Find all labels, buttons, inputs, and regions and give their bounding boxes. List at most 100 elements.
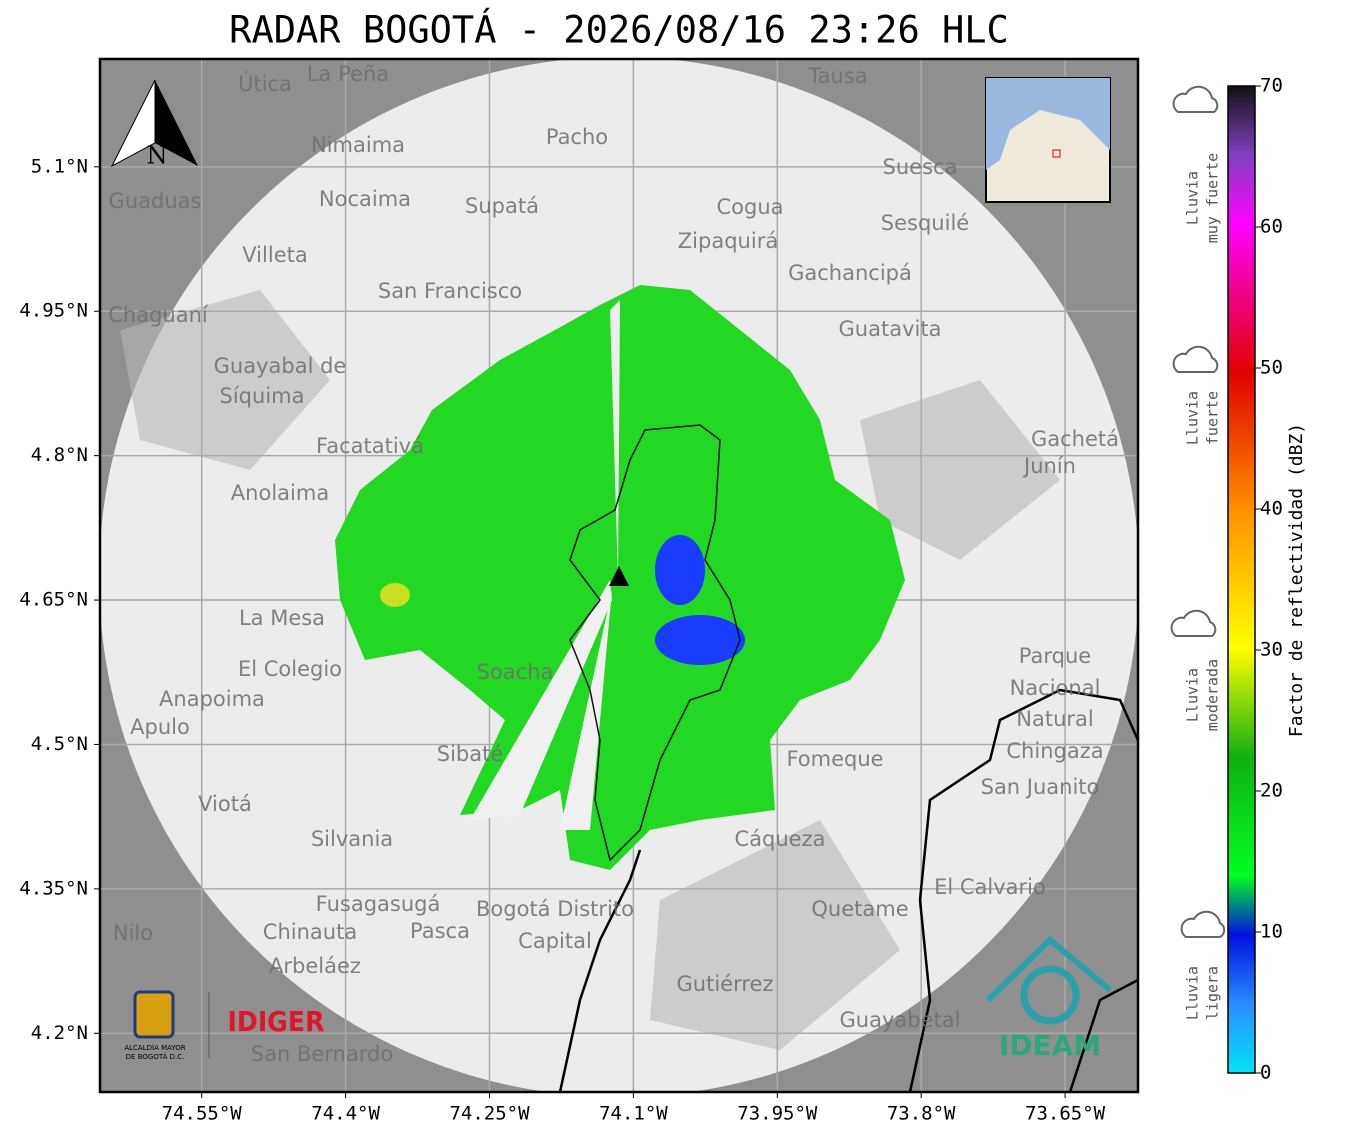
place-label: Anapoima [159,687,265,711]
colorbar-tick-label: 20 [1260,780,1283,802]
place-label: Apulo [130,715,190,739]
department-border [558,688,1138,1092]
y-tick-label: 4.5°N [31,733,88,755]
place-label: Fomeque [786,747,883,771]
bogota-boundary [569,424,741,862]
colorbar-tick-label: 40 [1260,498,1283,520]
place-label: Junín [1022,454,1076,478]
place-label: Suesca [883,155,958,179]
place-label: Quetame [811,897,908,921]
rain-level-label: ligera [1204,966,1222,1020]
y-tick-label: 4.95°N [19,300,88,322]
x-tick-label: 74.4°W [311,1103,380,1125]
bogota-logo [133,990,175,1039]
colorbar-label: Factor de reflectividad (dBZ) [1286,423,1307,737]
place-label: Supatá [465,194,539,218]
inset-box [1052,149,1061,158]
place-label: Pasca [410,919,470,943]
x-tick-label: 73.65°W [1025,1103,1106,1125]
x-tick-label: 73.8°W [887,1103,956,1125]
colorbar-tick-label: 10 [1260,921,1283,943]
echo-cell [655,535,705,605]
place-label: Nimaima [311,133,405,157]
place-label: Nocaima [319,187,411,211]
rain-level-label: Lluvia [1184,668,1202,722]
colorbar-tick-label: 50 [1260,357,1283,379]
echo-cell [380,583,410,607]
rain-icons [1170,85,1226,938]
y-tick-label: 4.8°N [31,444,88,466]
place-label: Anolaima [231,481,329,505]
logo-text: DE BOGOTÁ D.C. [126,1052,185,1061]
place-label: Silvania [311,827,393,851]
place-label: Guayabal de [214,354,347,378]
place-label: Fusagasugá [316,892,441,916]
place-label: Nilo [113,921,153,945]
rain-level-label: fuerte [1204,391,1222,445]
rain-level-label: moderada [1204,659,1222,731]
ideam-logo [985,935,1112,1003]
map-frame [98,57,1140,1094]
place-label: Pacho [546,125,608,149]
y-tick-label: 4.2°N [31,1022,88,1044]
logo-text: IDIGER [228,1005,325,1038]
colorbar [1227,85,1256,1074]
place-label: Parque [1019,644,1091,668]
place-label: Facatativá [316,434,424,458]
terrain [120,290,1060,1050]
place-label: El Colegio [238,657,342,681]
place-label: Útica [238,71,292,96]
place-label: San Francisco [378,279,522,303]
place-label: Gachetá [1031,427,1119,451]
title: RADAR BOGOTÁ - 2026/08/16 23:26 HLC [229,8,1009,52]
place-label: Bogotá Distrito [476,897,634,921]
logo-text: ALCALDÍA MAYOR [124,1043,185,1052]
place-label: Capital [518,929,592,953]
place-label: Villeta [242,243,307,267]
radar-shadow [470,580,612,830]
north-arrow [155,80,198,166]
rain-level-label: Lluvia [1184,391,1202,445]
place-label: Soacha [477,660,554,684]
ideam-logo [1020,965,1080,1025]
x-tick-label: 73.95°W [737,1103,818,1125]
rain-level-label: muy fuerte [1204,153,1222,243]
place-label: Chingaza [1006,739,1103,763]
y-tick-label: 4.35°N [19,877,88,899]
north-label: N [147,142,168,170]
place-label: Cogua [716,195,783,219]
place-label: La Peña [307,62,389,86]
place-label: Síquima [220,384,305,408]
place-label: San Juanito [981,775,1100,799]
place-label: Gutiérrez [677,972,774,996]
colorbar-tick-label: 60 [1260,216,1283,238]
place-label: Tausa [807,64,867,88]
map-area: La Peña Útica Tausa Pacho Nimaima Nocaima Supa… [100,59,1138,1092]
place-label: La Mesa [239,606,325,630]
radar-site [609,566,629,586]
x-tick-label: 74.55°W [162,1103,243,1125]
place-label: San Bernardo [251,1042,393,1066]
place-label: Sibaté [437,742,504,766]
place-label: Nacional [1010,676,1101,700]
x-tick-label: 74.1°W [599,1103,668,1125]
colorbar-tick-label: 0 [1260,1062,1271,1084]
y-tick-label: 5.1°N [31,155,88,177]
place-label: Chinauta [263,920,357,944]
y-tick-label: 4.65°N [19,589,88,611]
place-label: Cáqueza [735,827,826,851]
rain-level-label: Lluvia [1184,966,1202,1020]
logo-text: IDEAM [999,1029,1101,1062]
place-label: Guatavita [839,317,942,341]
radar-shadow [610,300,620,580]
rain-level-label: Lluvia [1184,171,1202,225]
colorbar-tick-label: 30 [1260,639,1283,661]
inset-sea [986,78,1110,170]
place-label: Natural [1016,707,1093,731]
place-label: El Calvario [934,875,1046,899]
place-label: Gachancipá [788,261,912,285]
x-tick-label: 74.25°W [449,1103,530,1125]
place-label: Zipaquirá [678,229,778,253]
place-label: Guaduas [109,189,202,213]
